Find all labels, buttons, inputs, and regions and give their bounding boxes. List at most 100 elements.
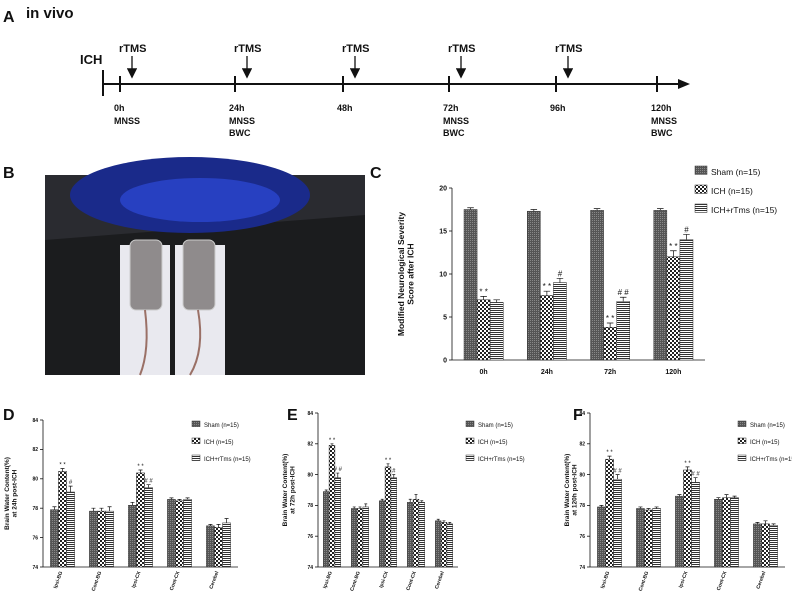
time-label: 72h: [443, 103, 459, 113]
legend-label: ICH+rTms (n=15): [204, 457, 251, 463]
y-tick-label: 78: [579, 503, 585, 509]
bar: [730, 497, 739, 568]
error-bar: [99, 507, 104, 512]
panel-label: A: [3, 9, 15, 26]
bar: [175, 500, 184, 568]
bar: [206, 525, 215, 568]
error-bar: [543, 290, 551, 296]
error-bar: [352, 506, 356, 509]
significance-label: # #: [618, 288, 630, 297]
bar: [214, 527, 223, 568]
bar: [356, 508, 364, 568]
bar: [222, 522, 231, 568]
error-bar: [358, 506, 362, 509]
bar: [407, 502, 414, 568]
legend-swatch: [737, 437, 747, 444]
error-bar: [493, 299, 500, 303]
error-bar: [420, 500, 424, 503]
bar: [128, 505, 137, 568]
chart: 74 76 78 80 82 84 Brain Water Content(%)at 120…: [564, 411, 792, 592]
bar: [97, 510, 106, 568]
time-label: 0h: [114, 103, 125, 113]
bar: [384, 466, 392, 568]
error-bar: [599, 505, 604, 507]
bar: [351, 508, 358, 568]
stimulus-label: rTMS: [555, 43, 583, 55]
y-tick-label: 78: [307, 503, 313, 509]
legend-label: ICH (n=15): [478, 440, 508, 446]
error-bar: [185, 497, 190, 500]
y-tick-label: 78: [32, 506, 38, 512]
x-tick-label: 0h: [480, 369, 488, 376]
legend-swatch: [191, 437, 201, 444]
x-tick-label: Cont-BG: [638, 571, 651, 592]
x-tick-label: Ipsi-CX: [131, 570, 143, 589]
bar: [463, 209, 478, 361]
measure-label: MNSS: [651, 116, 677, 126]
bar: [50, 509, 59, 568]
bar: [334, 477, 341, 568]
legend-swatch: [465, 420, 475, 427]
x-tick-label: Cont-BG: [91, 571, 104, 592]
error-bar: [677, 494, 682, 497]
significance-label: * *: [137, 464, 144, 470]
y-axis-label: Brain Water Content(%)at 72h post-ICH: [282, 454, 297, 527]
error-bar: [52, 506, 57, 510]
panel-label: C: [370, 165, 382, 182]
measure-label: BWC: [651, 128, 673, 138]
bar: [167, 499, 176, 568]
significance-label: #: [558, 269, 563, 278]
significance-label: * *: [606, 314, 614, 323]
y-tick-label: 82: [32, 447, 38, 453]
significance-label: * *: [329, 438, 336, 444]
x-tick-label: 72h: [604, 369, 616, 376]
bar: [613, 478, 622, 568]
error-bar: [607, 455, 612, 460]
error-bar: [107, 506, 112, 512]
x-tick-label: Ipsi-CX: [378, 570, 390, 589]
bar: [390, 477, 397, 568]
y-tick-label: 76: [579, 534, 585, 540]
error-bar: [670, 250, 677, 257]
x-tick-label: Cont-BG: [349, 571, 362, 592]
y-tick-label: 74: [32, 565, 38, 571]
time-label: 24h: [229, 103, 245, 113]
time-label: 120h: [651, 103, 672, 113]
bar: [362, 506, 369, 568]
error-bar: [638, 506, 643, 509]
bar: [652, 508, 661, 568]
bar: [527, 210, 541, 361]
x-tick-label: 120h: [665, 369, 681, 376]
time-label: 48h: [337, 103, 353, 113]
bar: [714, 498, 723, 568]
chart: 0 5 10 15 20 Modified Neurological SeveritySc…: [396, 165, 777, 376]
error-bar: [436, 518, 440, 521]
bar: [675, 495, 684, 568]
error-bar: [654, 506, 659, 509]
legend-label: Sham (n=15): [750, 423, 785, 429]
error-bar: [716, 497, 721, 500]
bar: [691, 482, 700, 568]
error-bar: [324, 489, 328, 492]
y-tick-label: 84: [579, 411, 585, 417]
bar: [328, 445, 336, 568]
bar: [769, 525, 778, 568]
error-bar: [68, 485, 73, 493]
timeline-title: in vivo: [26, 5, 74, 22]
stimulus-label: rTMS: [119, 43, 147, 55]
bar: [636, 508, 645, 568]
error-bar: [693, 477, 698, 483]
y-tick-label: 5: [443, 314, 447, 321]
legend-swatch: [191, 454, 201, 461]
legend-swatch: [694, 184, 708, 194]
x-tick-label: Cerebel: [755, 570, 767, 590]
error-bar: [169, 497, 174, 500]
y-tick-label: 82: [579, 442, 585, 448]
time-label: 96h: [550, 103, 566, 113]
bar: [435, 520, 442, 568]
y-axis-label: Brain Water Content(%)at 24h post-ICH: [4, 457, 19, 530]
x-tick-label: Cerebel: [208, 570, 220, 590]
error-bar: [755, 521, 760, 524]
error-bar: [380, 498, 384, 501]
